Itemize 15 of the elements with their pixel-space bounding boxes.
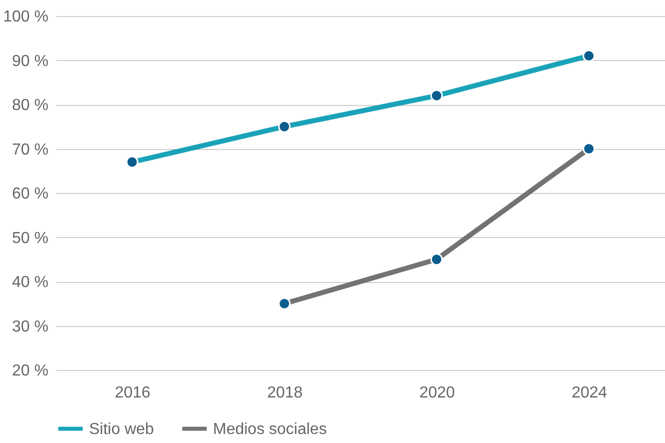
y-tick-label: 20 %	[12, 362, 48, 380]
x-tick-label: 2018	[267, 384, 303, 402]
x-tick-label: 2020	[419, 384, 456, 402]
y-tick-label: 40 %	[12, 274, 48, 291]
y-tick-label: 100 %	[3, 8, 48, 26]
x-tick-label: 2024	[572, 384, 608, 402]
x-tick-label: 2016	[114, 384, 151, 402]
y-tick-label: 30 %	[12, 318, 48, 336]
legend-label: Medios sociales	[213, 420, 327, 438]
y-tick-label: 50 %	[12, 230, 48, 247]
y-tick-label: 80 %	[12, 97, 48, 114]
legend-label: Sitio web	[89, 420, 154, 438]
y-tick-label: 90 %	[12, 52, 48, 70]
y-tick-label: 60 %	[12, 186, 48, 202]
y-tick-label: 70 %	[12, 141, 48, 158]
